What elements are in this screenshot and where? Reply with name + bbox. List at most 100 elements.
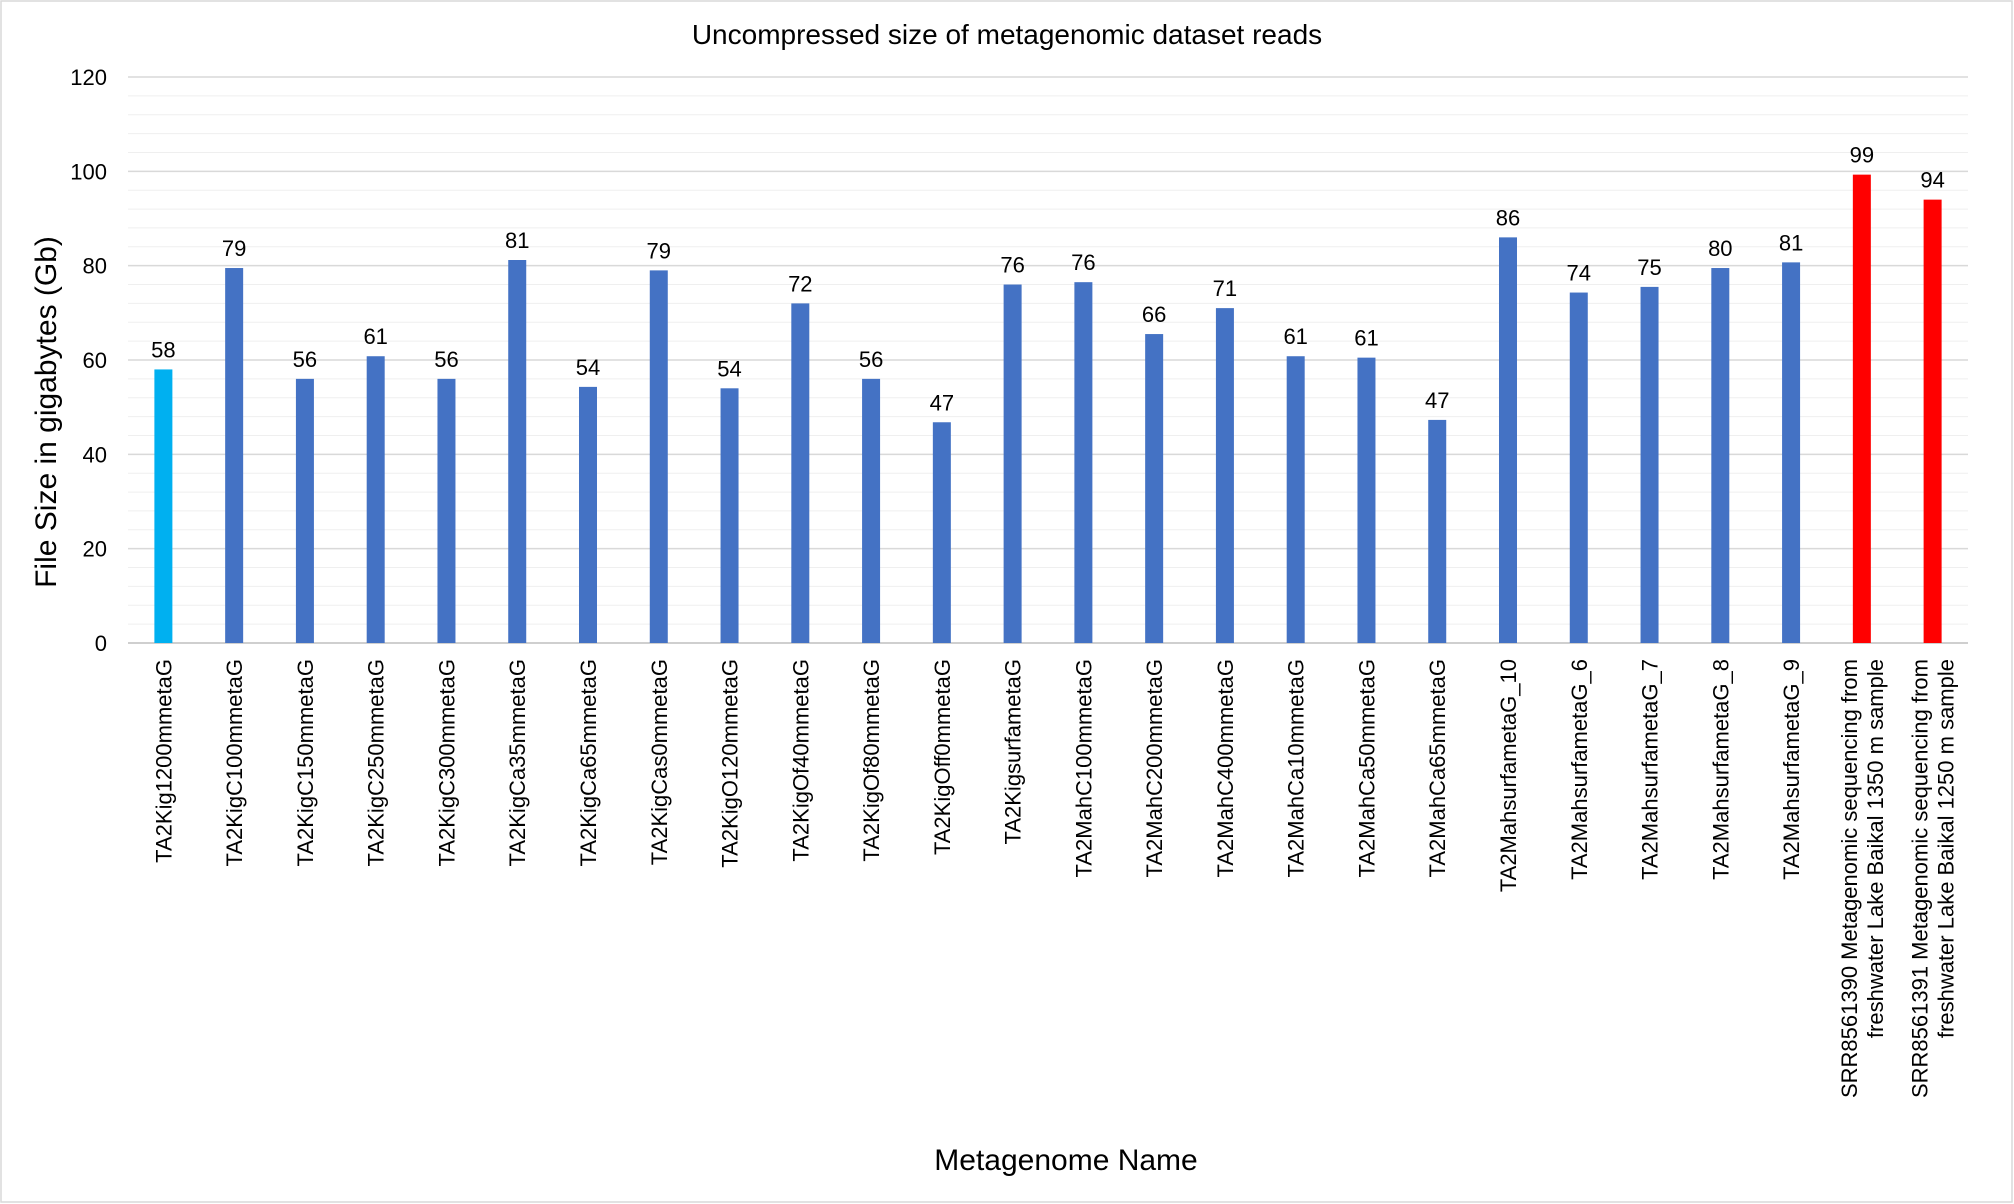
x-tick-label-line: SRR8561391 Metagenomic sequencing from	[1908, 659, 1933, 1098]
data-label: 80	[1708, 236, 1732, 261]
bar	[154, 369, 173, 643]
data-label: 61	[363, 324, 387, 349]
bar	[1782, 262, 1801, 643]
x-tick-label-line: TA2MahsurfametaG_8	[1708, 659, 1733, 880]
bars	[154, 174, 1942, 643]
x-tick-label: TA2MahsurfametaG_9	[1779, 659, 1804, 880]
x-tick-label-line: TA2MahC100mmetaG	[1071, 659, 1096, 877]
x-tick-label-line: TA2MahsurfametaG_10	[1496, 659, 1521, 892]
x-tick-label: TA2KigOf80mmetaG	[859, 659, 884, 862]
bar	[1852, 174, 1871, 643]
bar	[1923, 199, 1942, 643]
y-tick-label: 20	[83, 537, 107, 562]
x-tick-label: SRR8561390 Metagenomic sequencing fromfr…	[1837, 659, 1888, 1098]
bar	[1569, 292, 1588, 643]
x-tick-label: TA2MahsurfametaG_7	[1638, 659, 1663, 880]
data-label: 54	[717, 356, 741, 381]
x-tick-label: TA2KigsurfametaG	[1001, 659, 1026, 844]
data-label: 56	[293, 347, 317, 372]
x-tick-label: TA2MahsurfametaG_10	[1496, 659, 1521, 892]
x-axis-title: Metagenome Name	[934, 1144, 1197, 1177]
data-label: 66	[1142, 302, 1166, 327]
x-tick-label: TA2KigC100mmetaG	[222, 659, 247, 866]
x-tick-label-line: TA2KigCa65mmetaG	[576, 659, 601, 866]
x-tick-label: TA2MahCa65mmetaG	[1425, 659, 1450, 877]
bar	[720, 388, 739, 643]
bar	[1711, 268, 1730, 643]
x-tick-label: TA2MahsurfametaG_8	[1708, 659, 1733, 880]
chart-title: Uncompressed size of metagenomic dataset…	[692, 19, 1322, 50]
data-label: 79	[647, 238, 671, 263]
y-tick-label: 120	[70, 65, 107, 90]
data-label: 71	[1213, 276, 1237, 301]
data-label: 94	[1920, 168, 1944, 193]
x-tick-label-line: TA2MahC400mmetaG	[1213, 659, 1238, 877]
x-tick-label-line: TA2MahC200mmetaG	[1142, 659, 1167, 877]
x-tick-label: TA2MahC100mmetaG	[1071, 659, 1096, 877]
y-axis-ticks: 0 20 40 60 80 100 120	[70, 65, 107, 656]
data-label: 86	[1496, 205, 1520, 230]
data-label: 99	[1850, 143, 1874, 168]
y-tick-label: 80	[83, 254, 107, 279]
x-tick-label-line: TA2MahCa50mmetaG	[1354, 659, 1379, 877]
bar	[1074, 282, 1093, 643]
y-tick-label: 0	[95, 631, 107, 656]
data-label: 81	[505, 228, 529, 253]
bar	[1428, 419, 1447, 643]
y-tick-label: 60	[83, 348, 107, 373]
data-label: 47	[930, 390, 954, 415]
x-tick-label-line: TA2KigC100mmetaG	[222, 659, 247, 866]
bar	[579, 386, 597, 643]
x-tick-label: TA2KigC250mmetaG	[364, 659, 389, 866]
x-tick-label-line: TA2KigOff0mmetaG	[930, 659, 955, 855]
bar	[437, 378, 456, 643]
bar	[932, 422, 951, 643]
x-tick-label-line: TA2Kig1200mmetaG	[151, 659, 176, 863]
bar	[791, 303, 810, 643]
y-tick-label: 40	[83, 442, 107, 467]
x-tick-label: TA2MahCa10mmetaG	[1284, 659, 1309, 877]
y-axis-title: File Size in gigabytes (Gb)	[30, 236, 63, 588]
x-tick-label: TA2MahC400mmetaG	[1213, 659, 1238, 877]
data-label: 61	[1283, 324, 1307, 349]
bar	[295, 378, 314, 643]
bar	[1145, 334, 1164, 643]
x-tick-label-line: TA2KigCas0mmetaG	[647, 659, 672, 865]
x-tick-label-line: TA2KigOf40mmetaG	[788, 659, 813, 862]
x-tick-label: TA2KigC300mmetaG	[434, 659, 459, 866]
x-tick-label-line: SRR8561390 Metagenomic sequencing from	[1837, 659, 1862, 1098]
x-tick-label-line: TA2MahCa10mmetaG	[1284, 659, 1309, 877]
x-tick-label: TA2KigO120mmetaG	[718, 659, 743, 868]
x-tick-label-line: freshwater Lake Baikal 1350 m sample	[1863, 659, 1888, 1038]
x-tick-label-line: TA2KigC250mmetaG	[364, 659, 389, 866]
x-tick-label-line: TA2KigC300mmetaG	[434, 659, 459, 866]
x-tick-label-line: TA2KigOf80mmetaG	[859, 659, 884, 862]
bar	[1357, 357, 1376, 643]
x-tick-label-line: TA2KigO120mmetaG	[718, 659, 743, 868]
data-label: 75	[1637, 255, 1661, 280]
x-tick-label: TA2KigC150mmetaG	[293, 659, 318, 866]
x-tick-label-line: TA2KigC150mmetaG	[293, 659, 318, 866]
x-tick-label-line: TA2MahCa65mmetaG	[1425, 659, 1450, 877]
data-label: 56	[434, 347, 458, 372]
x-tick-label: TA2KigCa65mmetaG	[576, 659, 601, 866]
data-label: 58	[151, 337, 175, 362]
bar	[1286, 356, 1305, 643]
data-label: 47	[1425, 388, 1449, 413]
x-tick-label-line: TA2MahsurfametaG_9	[1779, 659, 1804, 880]
bar	[1215, 308, 1234, 643]
x-tick-label: TA2MahCa50mmetaG	[1354, 659, 1379, 877]
bar	[225, 268, 244, 643]
data-label: 79	[222, 236, 246, 261]
x-tick-label: TA2Kig1200mmetaG	[151, 659, 176, 863]
data-label: 54	[576, 355, 600, 380]
x-tick-label-line: TA2MahsurfametaG_7	[1638, 659, 1663, 880]
bar	[1003, 284, 1022, 643]
x-tick-label-line: TA2KigsurfametaG	[1001, 659, 1026, 844]
x-tick-label: TA2KigCas0mmetaG	[647, 659, 672, 865]
bar	[366, 356, 385, 643]
data-label: 72	[788, 271, 812, 296]
data-label: 81	[1779, 230, 1803, 255]
